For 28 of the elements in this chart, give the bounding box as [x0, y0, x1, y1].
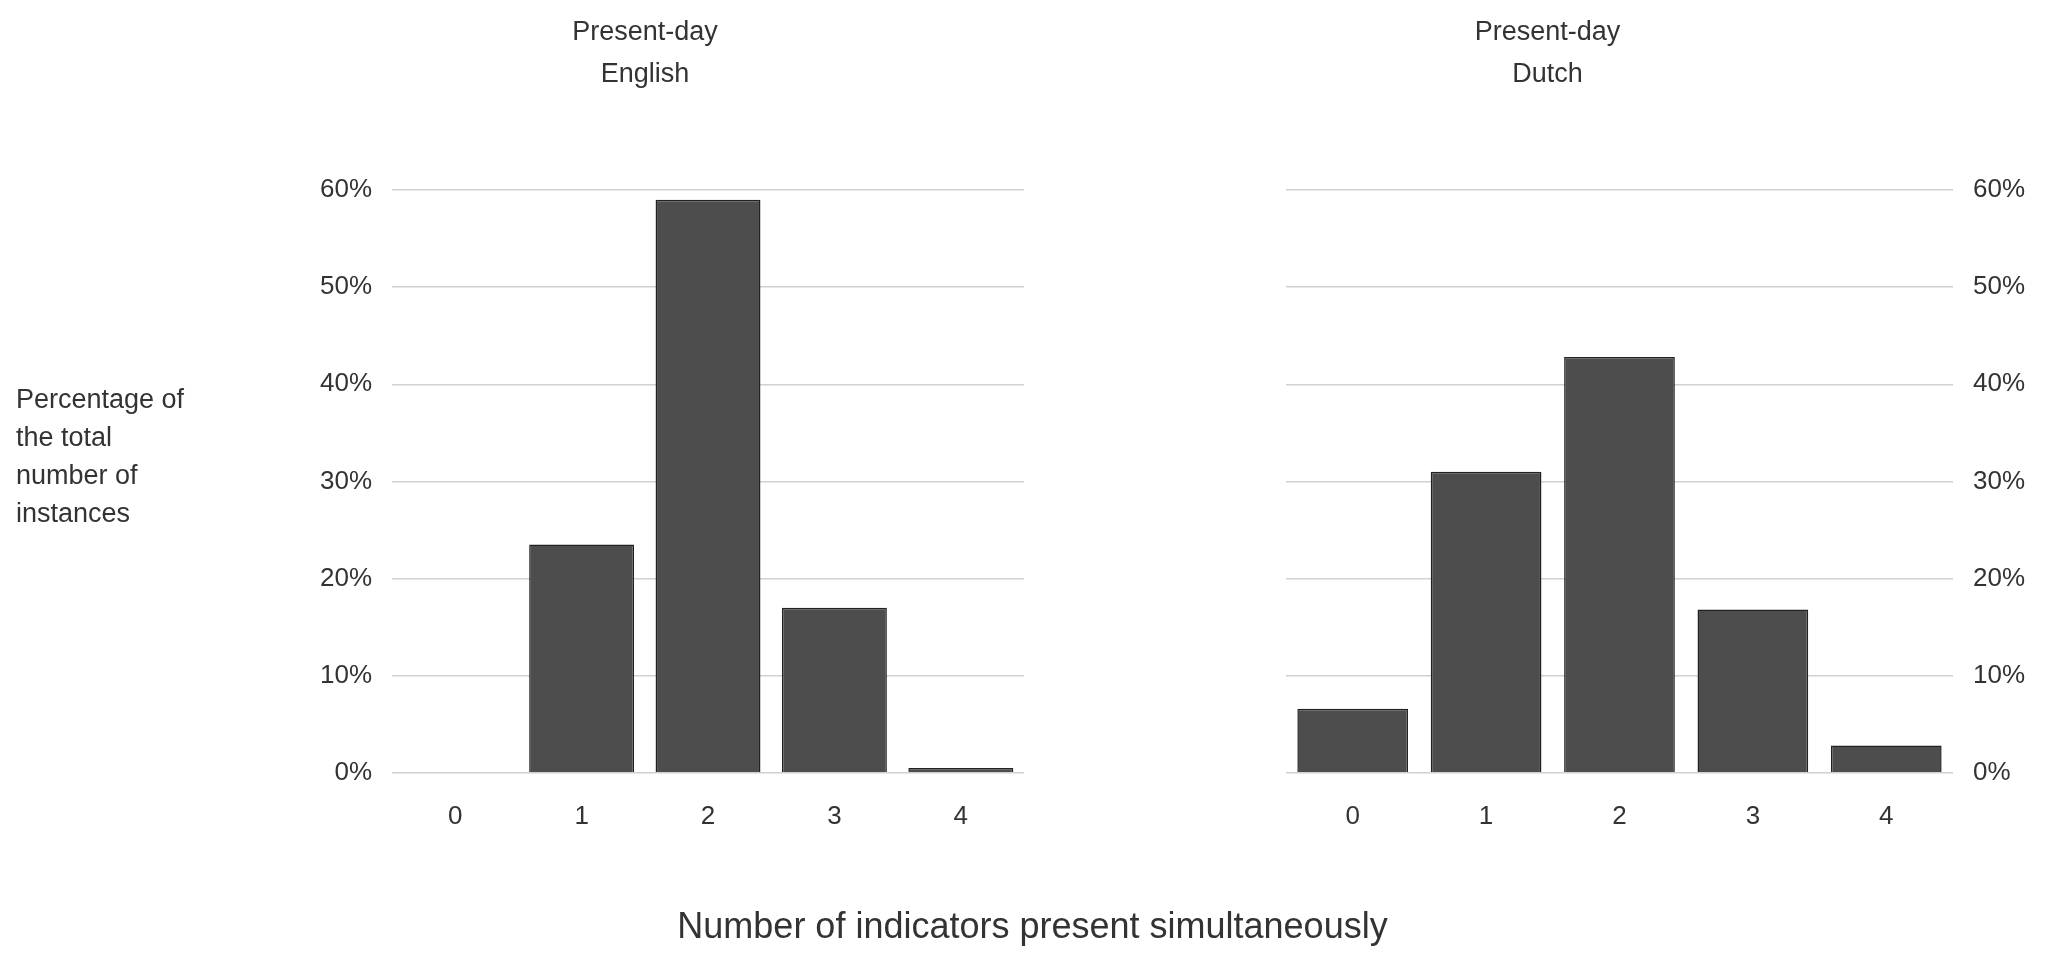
y-axis-title: Percentage of the total number of instances [16, 383, 186, 530]
y2-tick-label: 60% [1972, 173, 2026, 204]
y-tick-label: 10% [319, 658, 373, 689]
x-tick-label: 3 [827, 799, 842, 830]
y2-tick-label: 30% [1972, 464, 2026, 495]
x-axis-title: Number of indicators present simultaneously [676, 905, 1389, 947]
x-tick-label: 1 [574, 799, 589, 830]
x-tick-label: 1 [1478, 799, 1494, 830]
y2-tick-label: 0% [1972, 755, 2011, 786]
y2-tick-label: 10% [1972, 658, 2026, 689]
x-tick-label: 4 [1879, 799, 1894, 830]
chart-title: Present-day Dutch [1473, 15, 1622, 90]
x-tick-label: 3 [1745, 799, 1761, 830]
x-tick-label: 0 [1345, 799, 1360, 830]
chart-title: Present-day English [571, 15, 719, 90]
y-tick-label: 40% [319, 367, 373, 398]
x-tick-label: 2 [700, 799, 716, 830]
x-tick-label: 2 [1612, 799, 1627, 830]
x-tick-label: 4 [953, 799, 969, 830]
y2-tick-label: 50% [1972, 270, 2026, 301]
y2-tick-label: 40% [1972, 367, 2026, 398]
y-tick-label: 50% [319, 270, 373, 301]
x-tick-label: 0 [448, 799, 463, 830]
y-tick-label: 60% [319, 173, 373, 204]
y-tick-label: 30% [319, 464, 373, 495]
y-tick-label: 20% [319, 561, 373, 592]
y-tick-label: 0% [334, 755, 373, 786]
y2-tick-label: 20% [1972, 561, 2026, 592]
